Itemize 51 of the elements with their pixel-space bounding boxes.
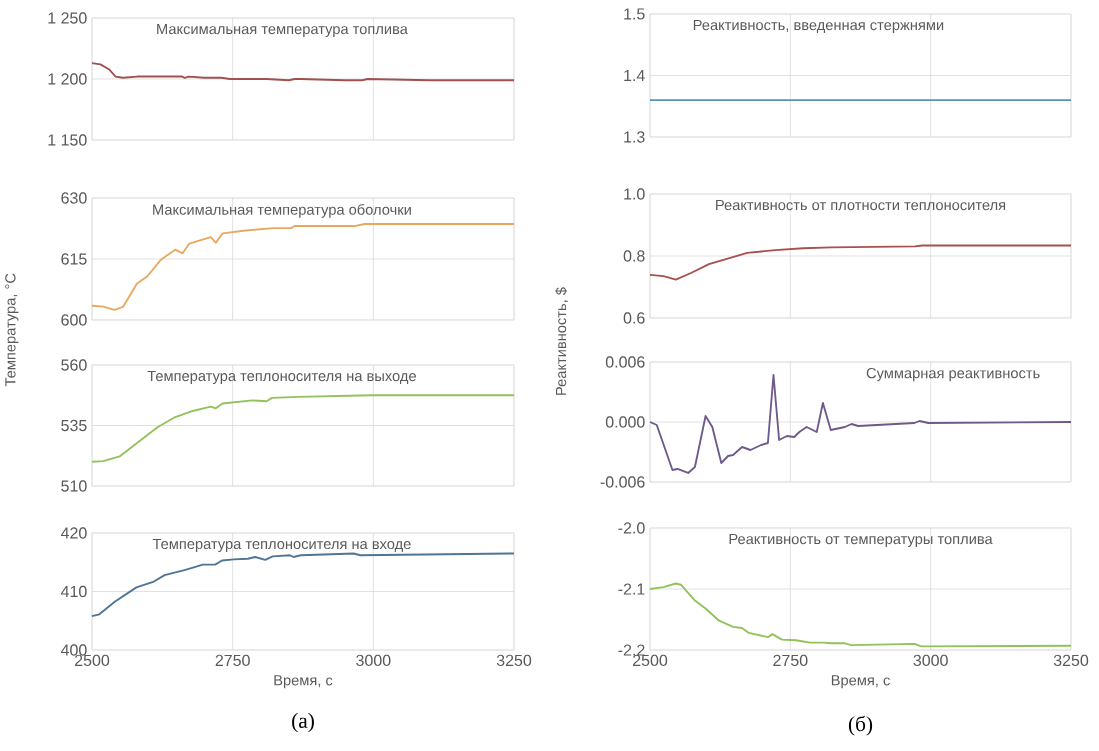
x-axis-title: Время, с xyxy=(274,675,333,689)
y-tick-label: 1.4 xyxy=(624,70,645,81)
line-series xyxy=(649,582,1072,648)
x-axis-title: Время, с xyxy=(831,675,890,689)
y-tick-label: 510 xyxy=(61,480,87,492)
y-tick-label: 535 xyxy=(61,419,87,432)
y-tick-label: 1.0 xyxy=(624,188,645,200)
x-tick-label: 2750 xyxy=(773,654,808,667)
x-tick-label: 3250 xyxy=(496,654,532,667)
y-tick-label: 615 xyxy=(61,253,87,265)
y-tick-label: 410 xyxy=(60,585,87,598)
y-tick-label: 0.6 xyxy=(623,312,645,324)
line-series xyxy=(91,552,515,618)
y-axis-title: Реактивность, $ xyxy=(555,287,568,395)
x-tick-label: 2750 xyxy=(215,654,250,667)
y-tick-label: -2.1 xyxy=(618,583,645,595)
y-tick-label: -0.006 xyxy=(600,476,645,488)
y-tick-label: -2.2 xyxy=(618,644,645,656)
chart-title: Максимальная температура топлива xyxy=(157,23,408,38)
y-tick-label: 420 xyxy=(60,527,87,539)
y-tick-label: 1.5 xyxy=(624,8,645,20)
chart-title: Температура теплоносителя на входе xyxy=(152,538,411,552)
y-axis-title: Температура, °C xyxy=(5,273,19,387)
text: (б) xyxy=(848,715,873,736)
y-tick-label: 1 200 xyxy=(48,73,87,85)
text: (а) xyxy=(292,712,314,733)
chart-title: Реактивность от плотности теплоносителя xyxy=(716,199,1006,211)
y-tick-label: 600 xyxy=(61,314,87,326)
y-tick-label: 1.3 xyxy=(624,131,645,143)
y-tick-label: 560 xyxy=(61,359,87,371)
line-series xyxy=(91,223,515,311)
chart-title: Реактивность, введенная стержнями xyxy=(693,19,944,34)
x-tick-label: 2500 xyxy=(75,654,110,667)
y-tick-label: 0.8 xyxy=(623,250,645,262)
x-tick-label: 3000 xyxy=(356,654,391,667)
y-tick-label: 400 xyxy=(60,644,87,656)
y-tick-label: 1 150 xyxy=(48,134,87,146)
chart-title: Суммарная реактивность xyxy=(866,367,1040,382)
x-tick-label: 3000 xyxy=(913,654,948,667)
chart-title: Температура теплоносителя на выходе xyxy=(147,370,416,385)
line-series xyxy=(91,394,515,463)
y-tick-label: 0.006 xyxy=(605,356,645,368)
x-tick-label: 2500 xyxy=(633,654,668,667)
y-tick-label: -2.0 xyxy=(618,522,645,534)
x-tick-label: 3250 xyxy=(1053,654,1089,667)
chart-title: Максимальная температура оболочки xyxy=(153,203,411,218)
chart-title: Реактивность от температуры топлива xyxy=(729,533,993,548)
line-series xyxy=(649,244,1072,281)
y-tick-label: 630 xyxy=(61,192,87,204)
y-tick-label: 1 250 xyxy=(48,12,87,24)
y-tick-label: 0.000 xyxy=(605,416,645,428)
